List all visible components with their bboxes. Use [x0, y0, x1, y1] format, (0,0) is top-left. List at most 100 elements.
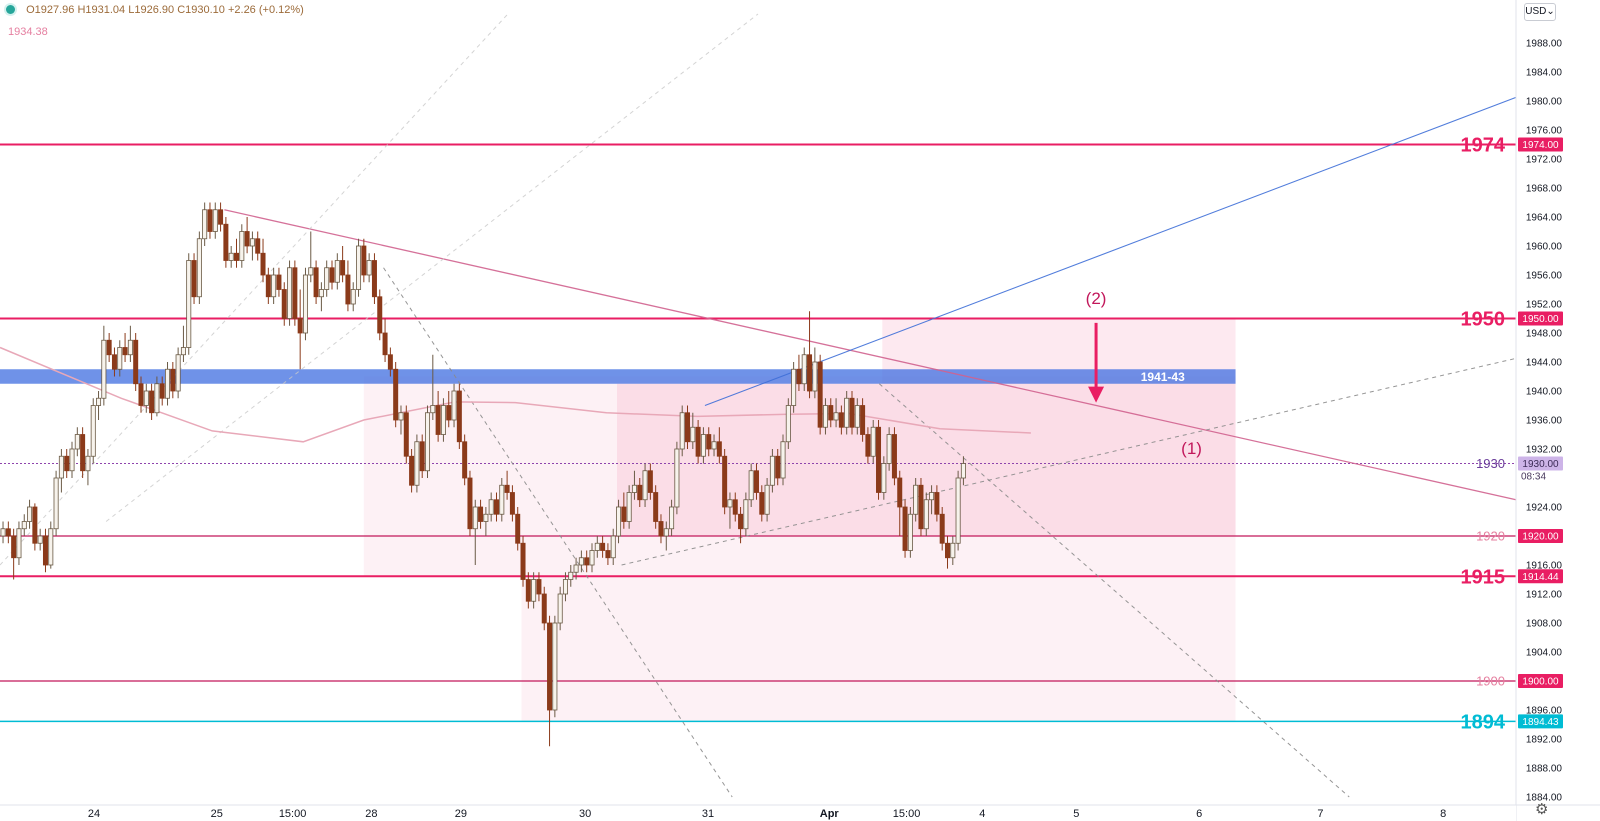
candle	[504, 470, 510, 500]
currency-selector[interactable]: USD⌄	[1524, 3, 1556, 21]
candle	[918, 478, 924, 536]
candle-body	[366, 260, 372, 276]
candle-body	[913, 484, 919, 515]
candle-body	[907, 513, 913, 551]
candle-body	[743, 499, 749, 530]
candle-body	[451, 390, 457, 421]
price-axis-bg	[1516, 0, 1600, 821]
candle	[419, 434, 425, 478]
candle-body	[791, 368, 797, 406]
candle	[0, 521, 6, 544]
trendline	[704, 96, 1517, 407]
candle-body	[918, 484, 924, 530]
annotations-layer: (2) (1)	[1086, 289, 1202, 458]
level-label: 1930	[1476, 456, 1505, 471]
candle	[138, 376, 144, 413]
candle	[870, 420, 876, 464]
candle-body	[58, 455, 64, 479]
candle	[637, 478, 643, 507]
candle-body	[525, 579, 531, 602]
candle-body	[228, 252, 234, 261]
candle-body	[292, 267, 298, 319]
candle-body	[600, 542, 606, 551]
candle	[435, 391, 441, 442]
candle-body	[897, 477, 903, 508]
candle-body	[669, 506, 675, 530]
candle-body	[674, 448, 680, 508]
candle	[143, 383, 149, 413]
candle	[743, 492, 749, 536]
candle-body	[902, 506, 908, 551]
candle	[366, 253, 372, 283]
candle-body	[308, 267, 314, 276]
candle	[430, 354, 436, 420]
candle	[578, 550, 584, 573]
candle	[276, 267, 282, 297]
candle	[759, 485, 765, 522]
candle	[212, 202, 218, 239]
candle	[854, 398, 860, 435]
candle-body	[547, 622, 553, 711]
candle-body	[828, 405, 834, 421]
x-tick-label: 30	[579, 808, 591, 820]
candle-body	[127, 339, 133, 356]
candle	[547, 615, 553, 747]
candle-body	[589, 550, 595, 566]
trendline	[224, 209, 1517, 501]
candle	[371, 253, 377, 304]
candle	[387, 347, 393, 377]
candle-body	[260, 252, 266, 276]
candle-body	[738, 513, 744, 530]
candle	[446, 391, 452, 428]
gear-icon[interactable]: ⚙	[1535, 801, 1549, 818]
candle-body	[255, 238, 261, 254]
candle	[557, 586, 563, 631]
candle-body	[700, 434, 706, 457]
candle-body	[780, 441, 786, 479]
y-tick-label: 1944.00	[1526, 358, 1563, 369]
candle	[27, 499, 33, 529]
candle-body	[616, 506, 622, 537]
candle	[616, 499, 622, 544]
candle	[509, 485, 515, 522]
candle-body	[515, 513, 521, 544]
candle	[228, 246, 234, 268]
candle-body	[605, 550, 611, 559]
candle-body	[822, 405, 828, 428]
candle-body	[48, 528, 54, 566]
candle	[409, 449, 415, 493]
candle-body	[690, 426, 696, 443]
candle-body	[69, 448, 75, 472]
y-tick-label: 1980.00	[1526, 97, 1563, 108]
candle-body	[297, 318, 303, 334]
candle	[149, 383, 155, 420]
candle	[180, 325, 186, 362]
candle	[876, 420, 882, 500]
candle	[440, 398, 446, 442]
candle	[679, 405, 685, 457]
candle-body	[960, 463, 966, 479]
candle	[5, 521, 11, 544]
candle-body	[748, 470, 754, 501]
horizontal-levels-layer: 1974 1950 1930 1920 1915 1900 1894	[0, 135, 1516, 733]
candle	[308, 231, 314, 283]
candle-body	[356, 245, 362, 290]
price-tag-label: 1974.00	[1522, 140, 1559, 151]
x-tick-label: 24	[88, 808, 100, 820]
candle-body	[584, 557, 590, 566]
candle-body	[493, 499, 499, 515]
chevron-down-icon: ⌄	[1546, 6, 1555, 17]
candle	[255, 231, 261, 261]
candle	[159, 376, 165, 406]
candle	[849, 391, 855, 435]
price-tag-label: 1894.43	[1522, 717, 1559, 728]
candle	[42, 528, 48, 573]
x-tick-label: 5	[1073, 808, 1079, 820]
candle	[807, 311, 813, 399]
candle	[769, 449, 775, 493]
candle	[265, 267, 271, 304]
candle-body	[764, 484, 770, 515]
